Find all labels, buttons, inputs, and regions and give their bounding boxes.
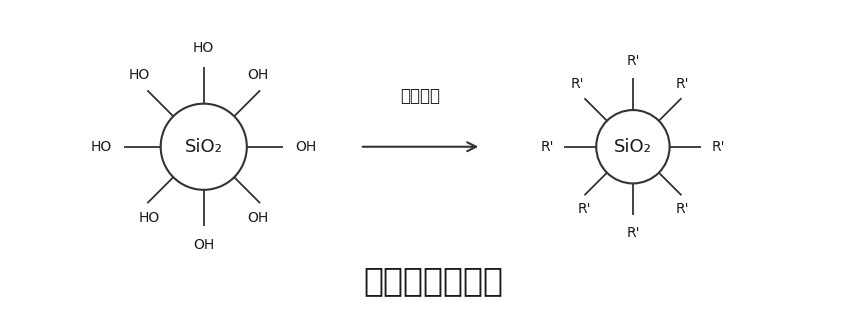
Text: 改性处理: 改性处理 [401,87,440,105]
Circle shape [596,110,669,183]
Text: HO: HO [91,140,112,154]
Text: R': R' [675,77,688,91]
Text: R': R' [626,226,640,240]
Text: R': R' [541,140,554,154]
Text: SiO₂: SiO₂ [185,138,223,156]
Text: SiO₂: SiO₂ [614,138,652,156]
Circle shape [160,104,247,190]
Text: R': R' [577,203,590,217]
Text: R': R' [626,54,640,68]
Text: HO: HO [128,68,150,82]
Text: OH: OH [247,68,269,82]
Text: R': R' [712,140,725,154]
Text: HO: HO [139,211,160,226]
Text: 白炭黑改性机理: 白炭黑改性机理 [363,264,504,297]
Text: R': R' [570,77,584,91]
Text: OH: OH [296,140,316,154]
Text: OH: OH [193,238,214,252]
Text: HO: HO [193,41,214,55]
Text: R': R' [675,203,688,217]
Text: OH: OH [247,211,269,226]
